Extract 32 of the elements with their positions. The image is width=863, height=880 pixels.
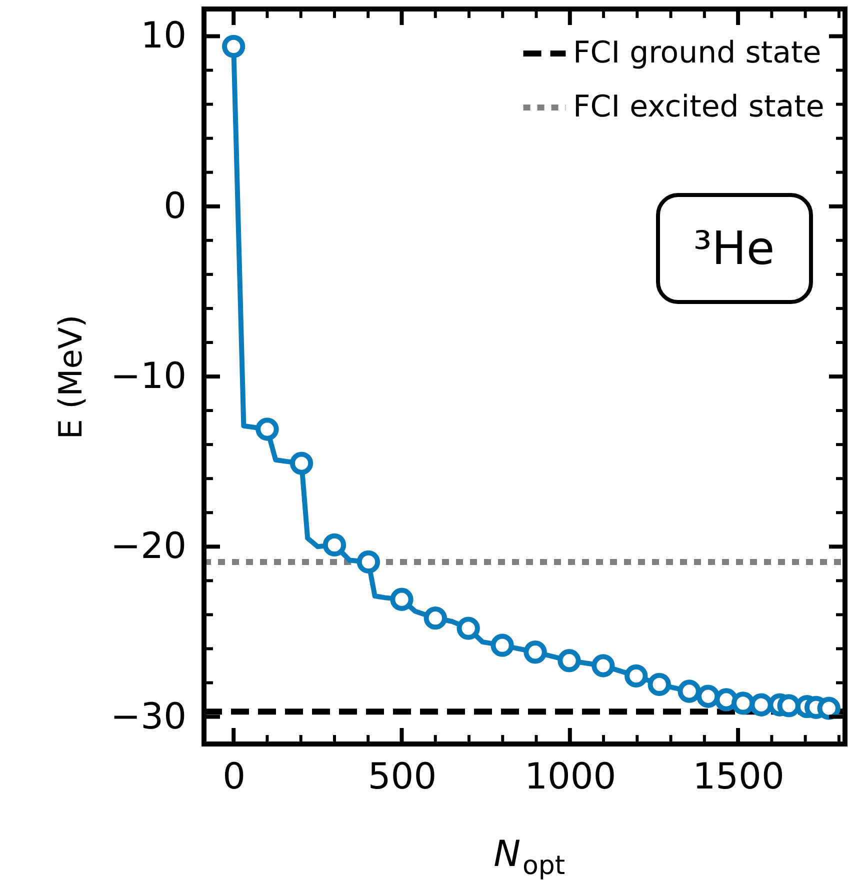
point [696,684,720,708]
point [456,616,480,640]
point [424,606,447,630]
y-tick-label: 10 [140,16,186,57]
point [558,649,581,672]
point [256,418,279,441]
point [678,680,701,703]
point [732,692,755,715]
legend-label: FCI excited state [573,90,824,124]
y-tick-label: 0 [164,186,186,227]
y-axis-title: E (MeV) [52,314,90,440]
point [524,640,547,664]
point [648,672,671,696]
point [222,34,246,58]
x-tick-label: 1000 [524,756,616,798]
x-tick-label: 500 [368,756,437,798]
y-tick-label: −10 [110,356,186,397]
x-tick-label: 1500 [692,756,784,798]
y-tick-label: −30 [110,696,186,738]
point [390,588,414,611]
x-tick-label: 0 [222,756,246,798]
point [490,634,514,657]
legend-label: FCI ground state [573,36,822,70]
point [356,550,380,574]
point [592,654,615,678]
annotation: ³He [693,221,775,275]
point [290,452,314,475]
y-tick-label: −20 [110,526,186,568]
point [817,696,840,720]
point [777,694,800,718]
point [322,533,346,557]
point [624,664,648,688]
